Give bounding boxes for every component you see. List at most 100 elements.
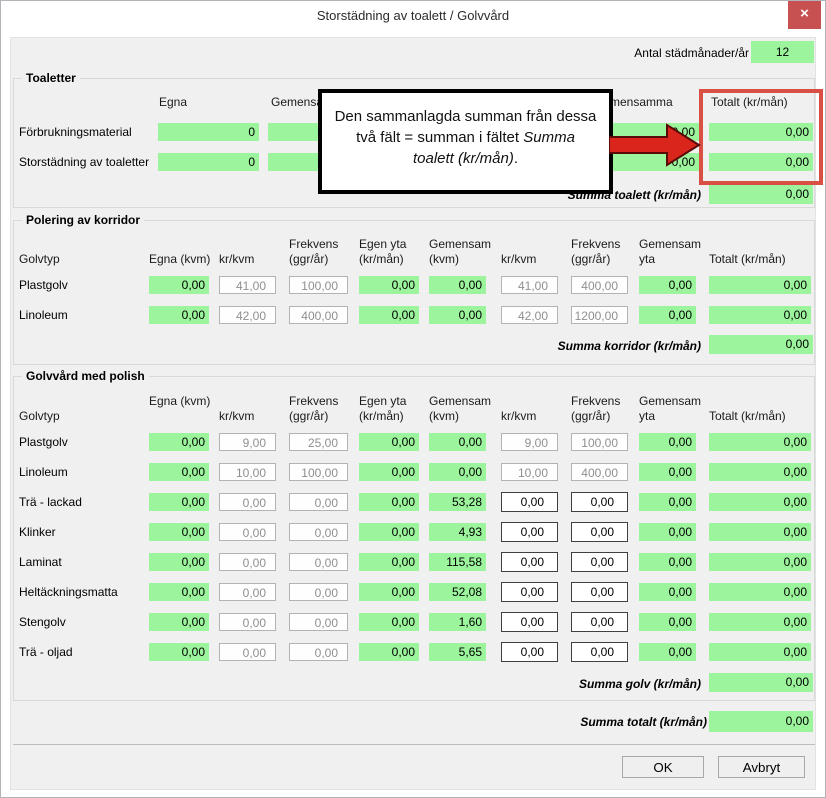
field-gem[interactable]: 0,00 (429, 433, 486, 451)
field-frek1: 0,00 (289, 643, 348, 661)
field-gem[interactable]: 53,28 (429, 493, 486, 511)
field-totalt[interactable]: 0,00 (709, 493, 811, 511)
field-egna[interactable]: 0,00 (149, 493, 209, 511)
field-egna[interactable]: 0,00 (149, 523, 209, 541)
field-kr2[interactable]: 0,00 (501, 612, 558, 632)
field-frek1: 0,00 (289, 583, 348, 601)
field-egen[interactable]: 0,00 (359, 276, 419, 294)
field-totalt[interactable]: 0,00 (709, 463, 811, 481)
field-gem[interactable]: 5,65 (429, 643, 486, 661)
field-gemyta[interactable]: 0,00 (639, 276, 696, 294)
field-kr2[interactable]: 0,00 (501, 492, 558, 512)
field-totalt[interactable]: 0,00 (709, 523, 811, 541)
avbryt-button[interactable]: Avbryt (718, 756, 805, 778)
field-kr1: 42,00 (219, 306, 276, 324)
field-egen[interactable]: 0,00 (359, 433, 419, 451)
field-totalt[interactable]: 0,00 (709, 583, 811, 601)
column-header-gem-line1: Gemensam (429, 394, 492, 408)
field-egna[interactable]: 0,00 (149, 463, 209, 481)
column-header-frek1-line1: Frekvens (289, 394, 339, 408)
callout-text-line1: Den sammanlagda summan från dessa (334, 108, 597, 125)
row-label: Plastgolv (19, 278, 68, 292)
field-egna[interactable]: 0,00 (149, 583, 209, 601)
summa-toalett-field: 0,00 (709, 185, 813, 204)
summa-totalt-field: 0,00 (709, 711, 813, 732)
field-egna[interactable]: 0,00 (149, 433, 209, 451)
field-gemyta[interactable]: 0,00 (639, 433, 696, 451)
field-kr2[interactable]: 0,00 (501, 552, 558, 572)
field-kr2[interactable]: 0,00 (501, 582, 558, 602)
row-label: Plastgolv (19, 435, 68, 449)
field-frek2[interactable]: 0,00 (571, 522, 628, 542)
close-button[interactable]: × (788, 1, 821, 29)
column-header-gemyta-line1: Gemensam (639, 237, 702, 251)
field-egen[interactable]: 0,00 (359, 643, 419, 661)
field-egna[interactable]: 0 (158, 153, 259, 171)
field-egna[interactable]: 0,00 (149, 276, 209, 294)
field-frek2[interactable]: 0,00 (571, 612, 628, 632)
field-frek2[interactable]: 0,00 (571, 492, 628, 512)
field-gem[interactable]: 0,00 (429, 276, 486, 294)
field-gem[interactable]: 115,58 (429, 553, 486, 571)
field-frek1: 25,00 (289, 433, 348, 451)
field-totalt[interactable]: 0,00 (709, 643, 811, 661)
field-egna[interactable]: 0,00 (149, 643, 209, 661)
field-egna[interactable]: 0,00 (149, 553, 209, 571)
field-egen[interactable]: 0,00 (359, 306, 419, 324)
field-frek2: 400,00 (571, 463, 628, 481)
column-header-kr2: kr/kvm (501, 252, 537, 266)
field-totalt[interactable]: 0,00 (709, 123, 813, 141)
field-gemyta[interactable]: 0,00 (639, 463, 696, 481)
field-kr1: 0,00 (219, 553, 276, 571)
column-header-totalt: Totalt (kr/mån) (711, 95, 788, 109)
field-gem[interactable]: 1,60 (429, 613, 486, 631)
field-frek2[interactable]: 0,00 (571, 552, 628, 572)
field-gemyta[interactable]: 0,00 (639, 613, 696, 631)
column-header-golvtyp: Golvtyp (19, 409, 60, 423)
field-totalt[interactable]: 0,00 (709, 276, 811, 294)
field-egen[interactable]: 0,00 (359, 463, 419, 481)
field-totalt[interactable]: 0,00 (709, 553, 811, 571)
field-frek2: 1200,00 (571, 306, 628, 324)
field-egen[interactable]: 0,00 (359, 583, 419, 601)
field-gem[interactable]: 0,00 (429, 306, 486, 324)
field-gemyta[interactable]: 0,00 (639, 553, 696, 571)
field-egen[interactable]: 0,00 (359, 613, 419, 631)
field-egna[interactable]: 0,00 (149, 613, 209, 631)
field-gemyta[interactable]: 0,00 (639, 523, 696, 541)
field-gemyta[interactable]: 0,00 (639, 493, 696, 511)
antal-stadmanader-field[interactable]: 12 (751, 41, 814, 63)
row-label: Stengolv (19, 615, 66, 629)
summa-golvvard-field: 0,00 (709, 673, 813, 692)
row-label: Trä - oljad (19, 645, 73, 659)
field-egna[interactable]: 0,00 (149, 306, 209, 324)
field-kr2[interactable]: 0,00 (501, 522, 558, 542)
field-egna[interactable]: 0 (158, 123, 259, 141)
field-egen[interactable]: 0,00 (359, 553, 419, 571)
field-egen[interactable]: 0,00 (359, 523, 419, 541)
field-gemyta[interactable]: 0,00 (639, 583, 696, 601)
field-frek2[interactable]: 0,00 (571, 582, 628, 602)
field-frek2: 100,00 (571, 433, 628, 451)
column-header-gemensamma-2: Gemensamma (594, 95, 673, 109)
row-label: Heltäckningsmatta (19, 585, 118, 599)
field-gemyta[interactable]: 0,00 (639, 306, 696, 324)
field-kr2[interactable]: 0,00 (501, 642, 558, 662)
field-gemyta[interactable]: 0,00 (639, 643, 696, 661)
field-totalt[interactable]: 0,00 (709, 433, 811, 451)
field-totalt[interactable]: 0,00 (709, 306, 811, 324)
column-header-egen-line1: Egen yta (359, 394, 407, 408)
field-gem[interactable]: 52,08 (429, 583, 486, 601)
callout-text-line3: toalett (kr/mån). (412, 150, 519, 167)
field-kr1: 0,00 (219, 493, 276, 511)
ok-button[interactable]: OK (622, 756, 704, 778)
field-gem[interactable]: 0,00 (429, 463, 486, 481)
antal-stadmanader-label: Antal städmånader/år (634, 46, 749, 60)
field-totalt[interactable]: 0,00 (709, 153, 813, 171)
field-gem[interactable]: 4,93 (429, 523, 486, 541)
field-totalt[interactable]: 0,00 (709, 613, 811, 631)
column-header-egna: Egna (kvm) (149, 394, 211, 408)
field-egen[interactable]: 0,00 (359, 493, 419, 511)
field-frek2[interactable]: 0,00 (571, 642, 628, 662)
column-header-egna: Egna (159, 95, 188, 109)
